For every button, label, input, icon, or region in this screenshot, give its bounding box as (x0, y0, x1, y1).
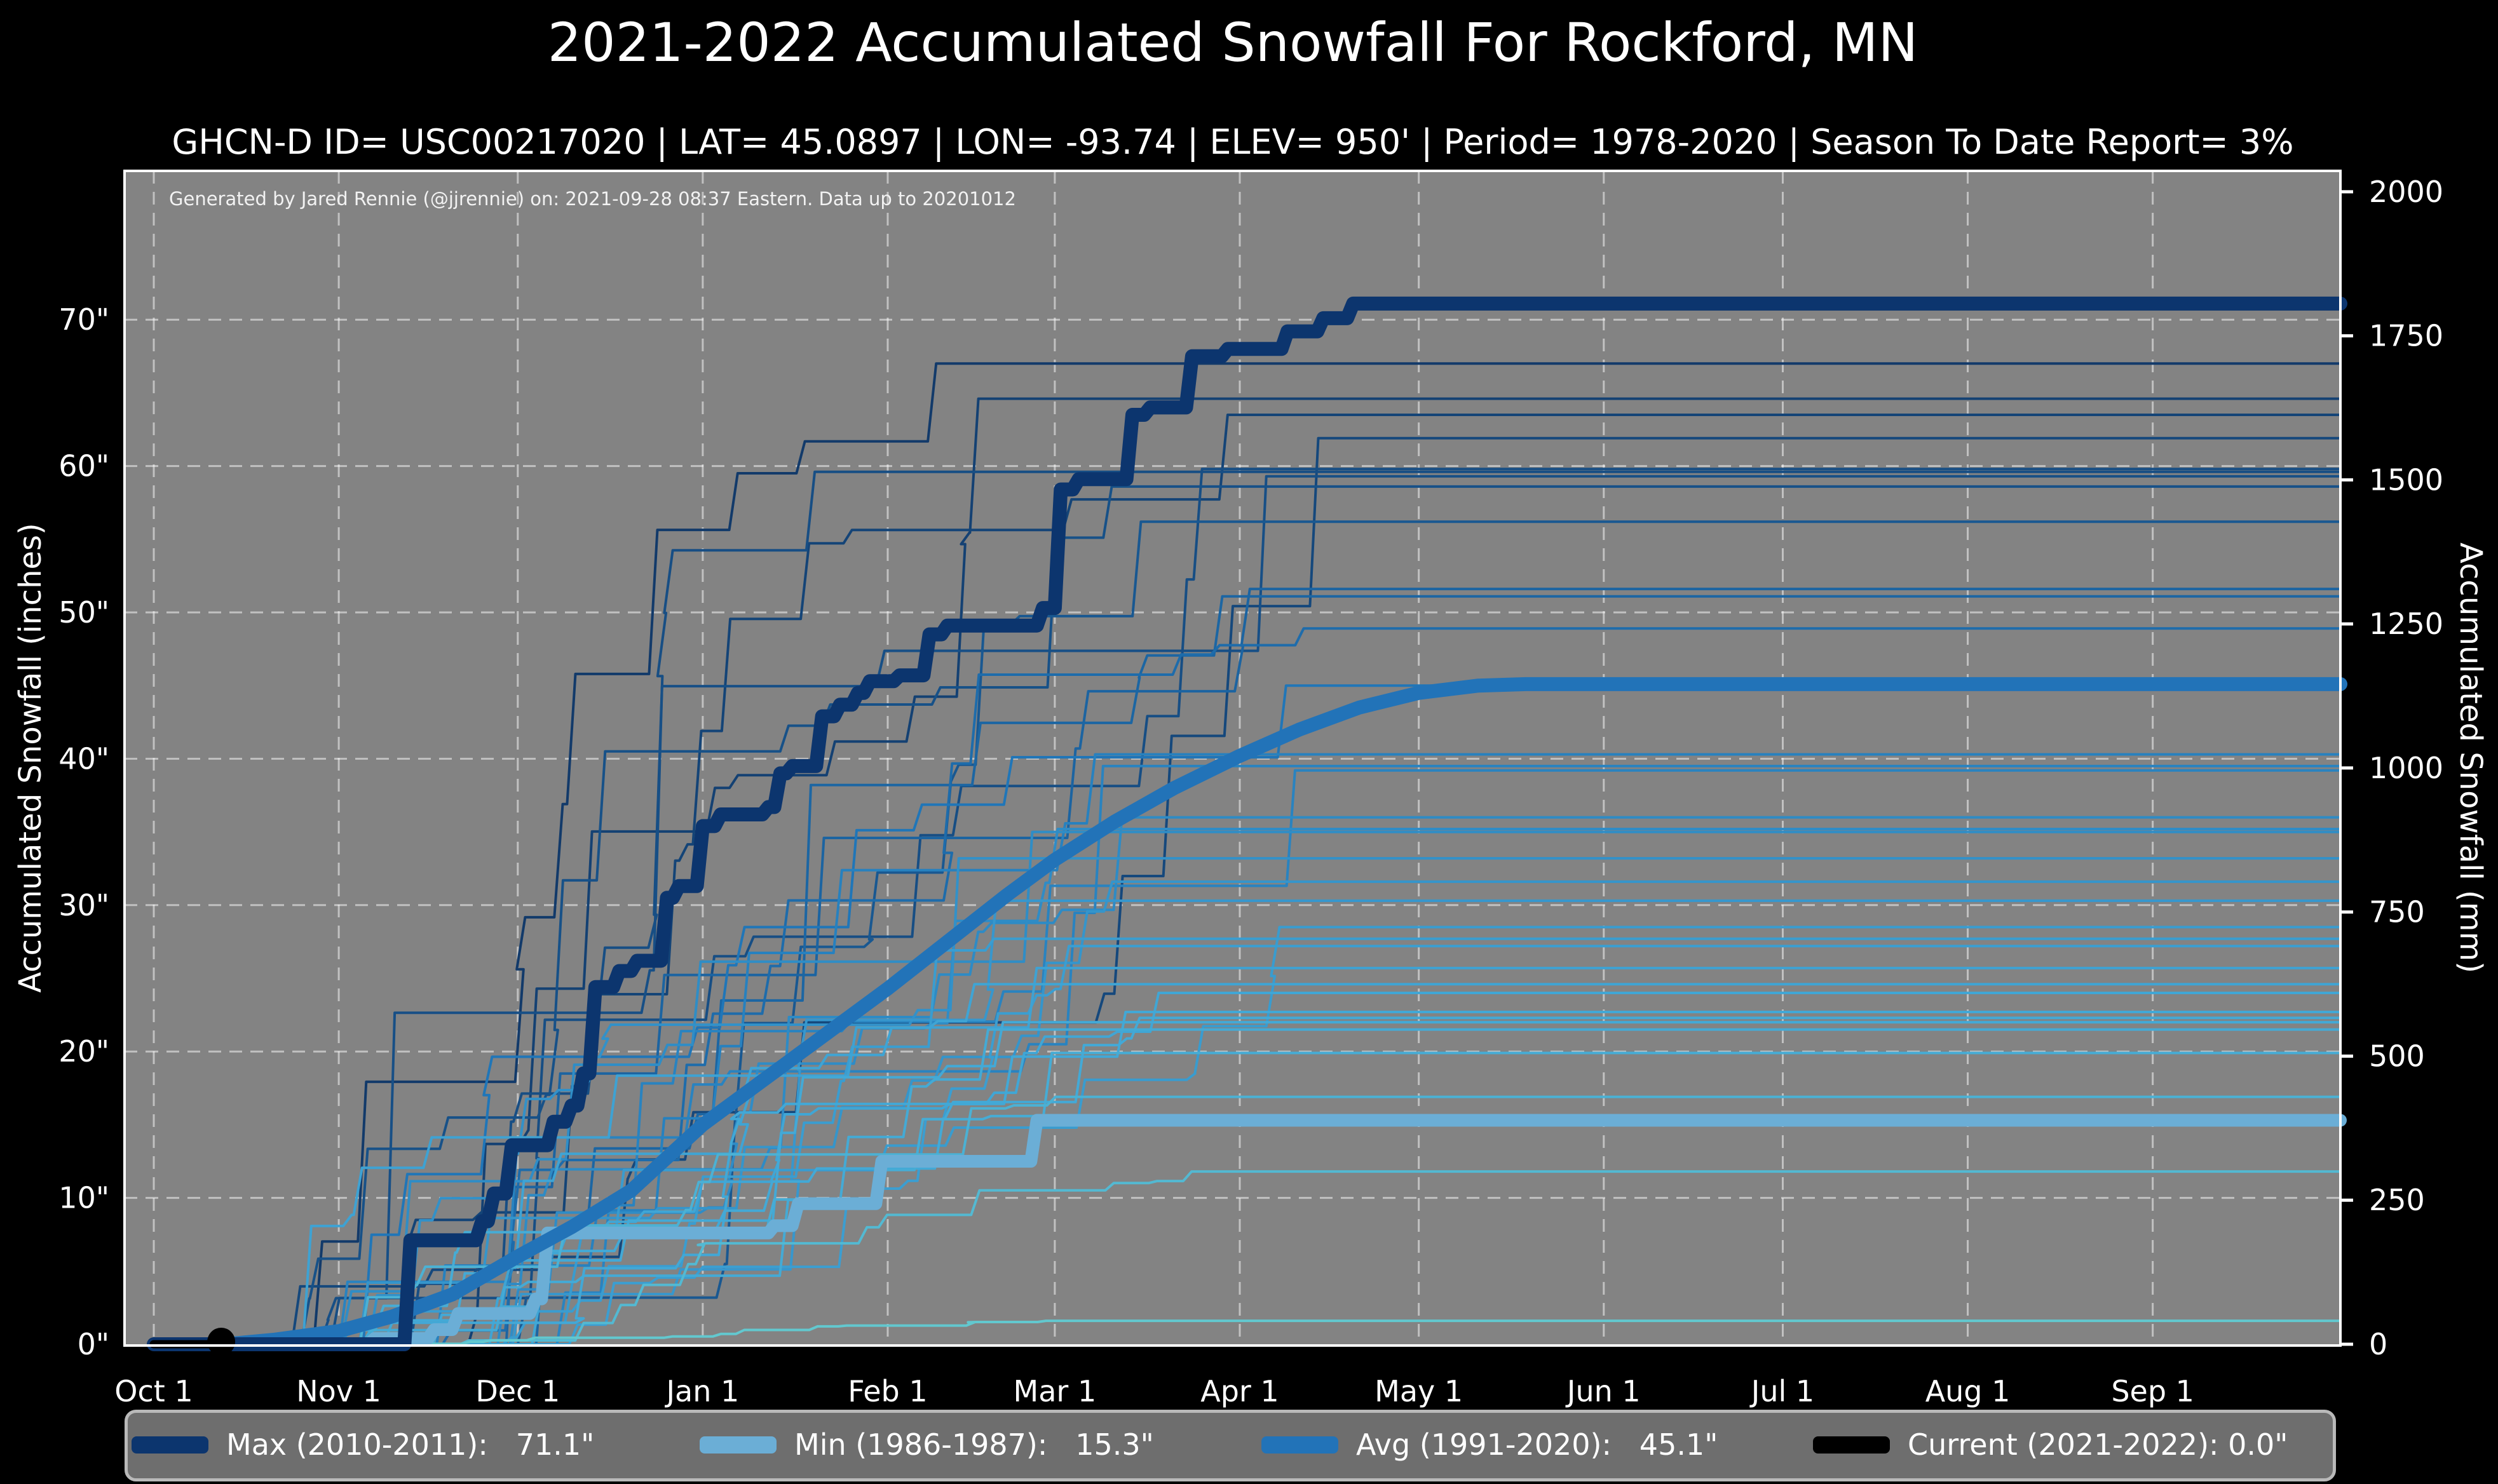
legend-label-max: Max (2010-2011): 71.1" (226, 1427, 595, 1462)
y-right-tick-label: 500 (2369, 1039, 2425, 1073)
y-right-tick-label: 750 (2369, 895, 2425, 929)
y-right-tick-label: 1750 (2369, 319, 2443, 353)
legend-entry-current: Current (2021-2022): 0.0" (1813, 1427, 2288, 1462)
y-right-tick-label: 1250 (2369, 607, 2443, 641)
x-tick-label: Jun 1 (1565, 1374, 1641, 1408)
season-line (154, 362, 2340, 1346)
y-left-tick-label: 30" (58, 888, 109, 922)
season-line (154, 414, 2340, 1346)
season-line (154, 1021, 2340, 1346)
y-left-tick-label: 10" (58, 1181, 109, 1215)
legend-swatch-max (132, 1436, 208, 1454)
y-right-tick-label: 2000 (2369, 175, 2443, 209)
season-line (154, 485, 2340, 1346)
season-line (154, 475, 2340, 1346)
x-tick-label: Dec 1 (475, 1374, 560, 1408)
y-left-tick-label: 50" (58, 595, 109, 630)
min-line (147, 1114, 2347, 1351)
x-tick-label: Aug 1 (1925, 1374, 2011, 1408)
legend-entry-avg: Avg (1991-2020): 45.1" (1261, 1427, 1718, 1462)
season-line (154, 1028, 2340, 1346)
plot-border (123, 170, 2342, 1347)
legend-swatch-avg (1261, 1436, 1338, 1454)
season-line (154, 468, 2340, 1346)
season-line (154, 1170, 2340, 1346)
x-tick-label: Jan 1 (664, 1374, 739, 1408)
y-right-tick-label: 1000 (2369, 751, 2443, 785)
season-line (154, 1319, 2340, 1346)
y-right-tick-label: 1500 (2369, 462, 2443, 497)
season-line (154, 945, 2340, 1346)
legend-label-avg: Avg (1991-2020): 45.1" (1356, 1427, 1718, 1462)
max-line (147, 296, 2347, 1351)
season-line (154, 880, 2340, 1346)
y-left-tick-label: 0" (78, 1327, 109, 1361)
legend-swatch-min (700, 1436, 777, 1454)
season-line (154, 627, 2340, 1346)
x-tick-label: May 1 (1375, 1374, 1463, 1408)
legend-swatch-current (1813, 1436, 1890, 1454)
y-right-tick-label: 250 (2369, 1183, 2425, 1217)
station-subtitle: GHCN-D ID= USC00217020 | LAT= 45.0897 | … (172, 122, 2294, 162)
attribution-text: Generated by Jared Rennie (@jjrennie) on… (169, 188, 1016, 210)
season-line (154, 1011, 2340, 1346)
season-line (154, 857, 2340, 1346)
legend-label-min: Min (1986-1987): 15.3" (794, 1427, 1154, 1462)
x-tick-label: Apr 1 (1200, 1374, 1279, 1408)
x-tick-label: Mar 1 (1014, 1374, 1097, 1408)
legend-box (125, 1410, 2336, 1481)
season-line (154, 937, 2340, 1346)
y-right-tick-label: 0 (2369, 1327, 2387, 1361)
x-tick-label: Jul 1 (1749, 1374, 1814, 1408)
legend-entry-max: Max (2010-2011): 71.1" (132, 1427, 594, 1462)
current-end-dot (207, 1328, 236, 1356)
y-left-tick-label: 70" (58, 302, 109, 337)
y-left-tick-label: 20" (58, 1034, 109, 1069)
season-line (154, 769, 2340, 1346)
x-tick-label: Oct 1 (114, 1374, 193, 1408)
season-line (154, 684, 2340, 1346)
season-line (154, 397, 2340, 1346)
x-tick-label: Sep 1 (2111, 1374, 2194, 1408)
page-title: 2021-2022 Accumulated Snowfall For Rockf… (547, 11, 1918, 74)
x-tick-label: Feb 1 (848, 1374, 927, 1408)
legend-label-current: Current (2021-2022): 0.0" (1908, 1427, 2288, 1462)
legend-entry-min: Min (1986-1987): 15.3" (700, 1427, 1154, 1462)
y-left-tick-label: 40" (58, 741, 109, 776)
y-axis-label-mm: Accumulated Snowfall (mm) (2453, 543, 2488, 973)
season-line (154, 753, 2340, 1346)
season-line (154, 966, 2340, 1346)
y-left-tick-label: 60" (58, 449, 109, 483)
avg-line (218, 677, 2347, 1351)
y-axis-label-inches: Accumulated Snowfall (inches) (13, 523, 48, 993)
x-tick-label: Nov 1 (296, 1374, 381, 1408)
